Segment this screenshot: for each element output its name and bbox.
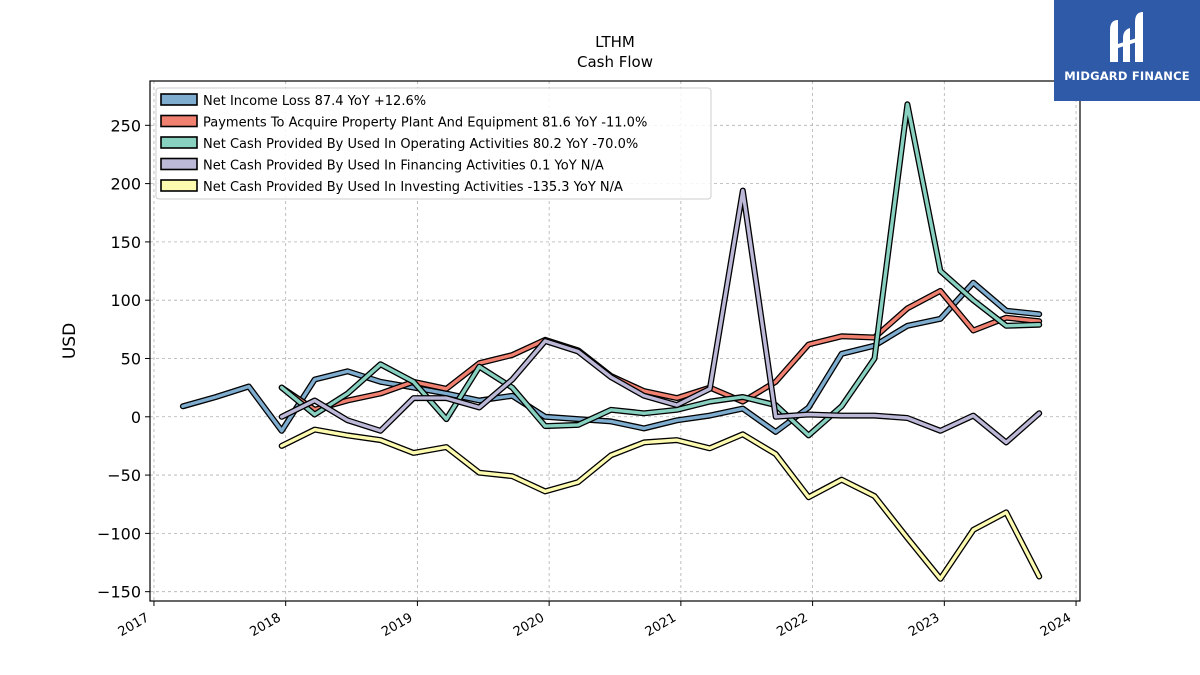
y-tick-label: 100 [110,291,141,310]
x-tick-label: 2020 [511,610,547,640]
series-line [181,281,1041,434]
legend-label: Net Cash Provided By Used In Investing A… [203,180,623,195]
legend-box [155,87,712,200]
legend-swatch [160,157,198,171]
plot-frame [149,80,1081,602]
series-line-outline [278,426,1043,582]
series-line [280,102,1041,438]
legend-item: Net Cash Provided By Used In Operating A… [160,136,638,152]
legend-item: Net Cash Provided By Used In Financing A… [160,157,604,174]
legend-label: Net Cash Provided By Used In Operating A… [203,137,638,152]
x-tick-label: 2023 [906,610,942,640]
legend-swatch [160,136,198,149]
series-line-outline [278,187,1043,446]
series-1 [179,279,1043,435]
series-4 [278,187,1043,446]
chart-title: LTHM [595,33,635,51]
legend-label: Payments To Acquire Property Plant And E… [203,116,647,131]
y-axis: −150 −100 −50 0 50 100 150 200 250 [97,116,150,602]
y-tick-label: 50 [121,349,141,368]
y-tick-label: 150 [110,233,141,252]
logo-text: MIDGARD FINANCE [1064,69,1190,83]
legend-label: Net Cash Provided By Used In Financing A… [203,159,604,174]
series-5 [278,426,1043,582]
series-line [280,289,1041,412]
legend-item: Payments To Acquire Property Plant And E… [160,114,647,131]
y-tick-label: −100 [97,524,141,543]
x-tick-label: 2022 [774,610,810,640]
legend: Net Income Loss 87.4 YoY +12.6% Payments … [155,87,712,200]
x-tick-label: 2017 [116,610,152,640]
midgard-logo-icon [1110,12,1143,62]
series-lines [179,101,1043,582]
legend-swatch [160,93,198,106]
legend-item: Net Cash Provided By Used In Investing A… [160,179,623,195]
series-3 [278,101,1043,439]
x-axis: 2017 2018 2019 2020 2021 2022 2023 2024 [116,601,1077,640]
y-tick-label: 0 [131,408,141,427]
series-line [280,427,1041,581]
y-tick-label: 200 [110,175,141,194]
legend-label: Net Income Loss 87.4 YoY +12.6% [203,94,426,109]
x-tick-label: 2021 [643,610,679,640]
y-tick-label: 250 [110,116,141,135]
legend-item: Net Income Loss 87.4 YoY +12.6% [160,93,426,109]
series-2 [278,287,1043,413]
y-tick-label: −50 [107,466,141,485]
legend-swatch [160,114,198,128]
series-line [280,188,1041,445]
y-axis-label: USD [60,323,80,359]
x-tick-label: 2018 [248,610,284,640]
logo-badge: MIDGARD FINANCE [1054,0,1200,101]
x-tick-label: 2024 [1038,610,1074,640]
y-tick-label: −150 [97,583,141,602]
legend-swatch [160,179,198,192]
series-line-outline [278,287,1043,413]
chart-subtitle: Cash Flow [577,53,653,71]
x-tick-label: 2019 [379,610,415,640]
